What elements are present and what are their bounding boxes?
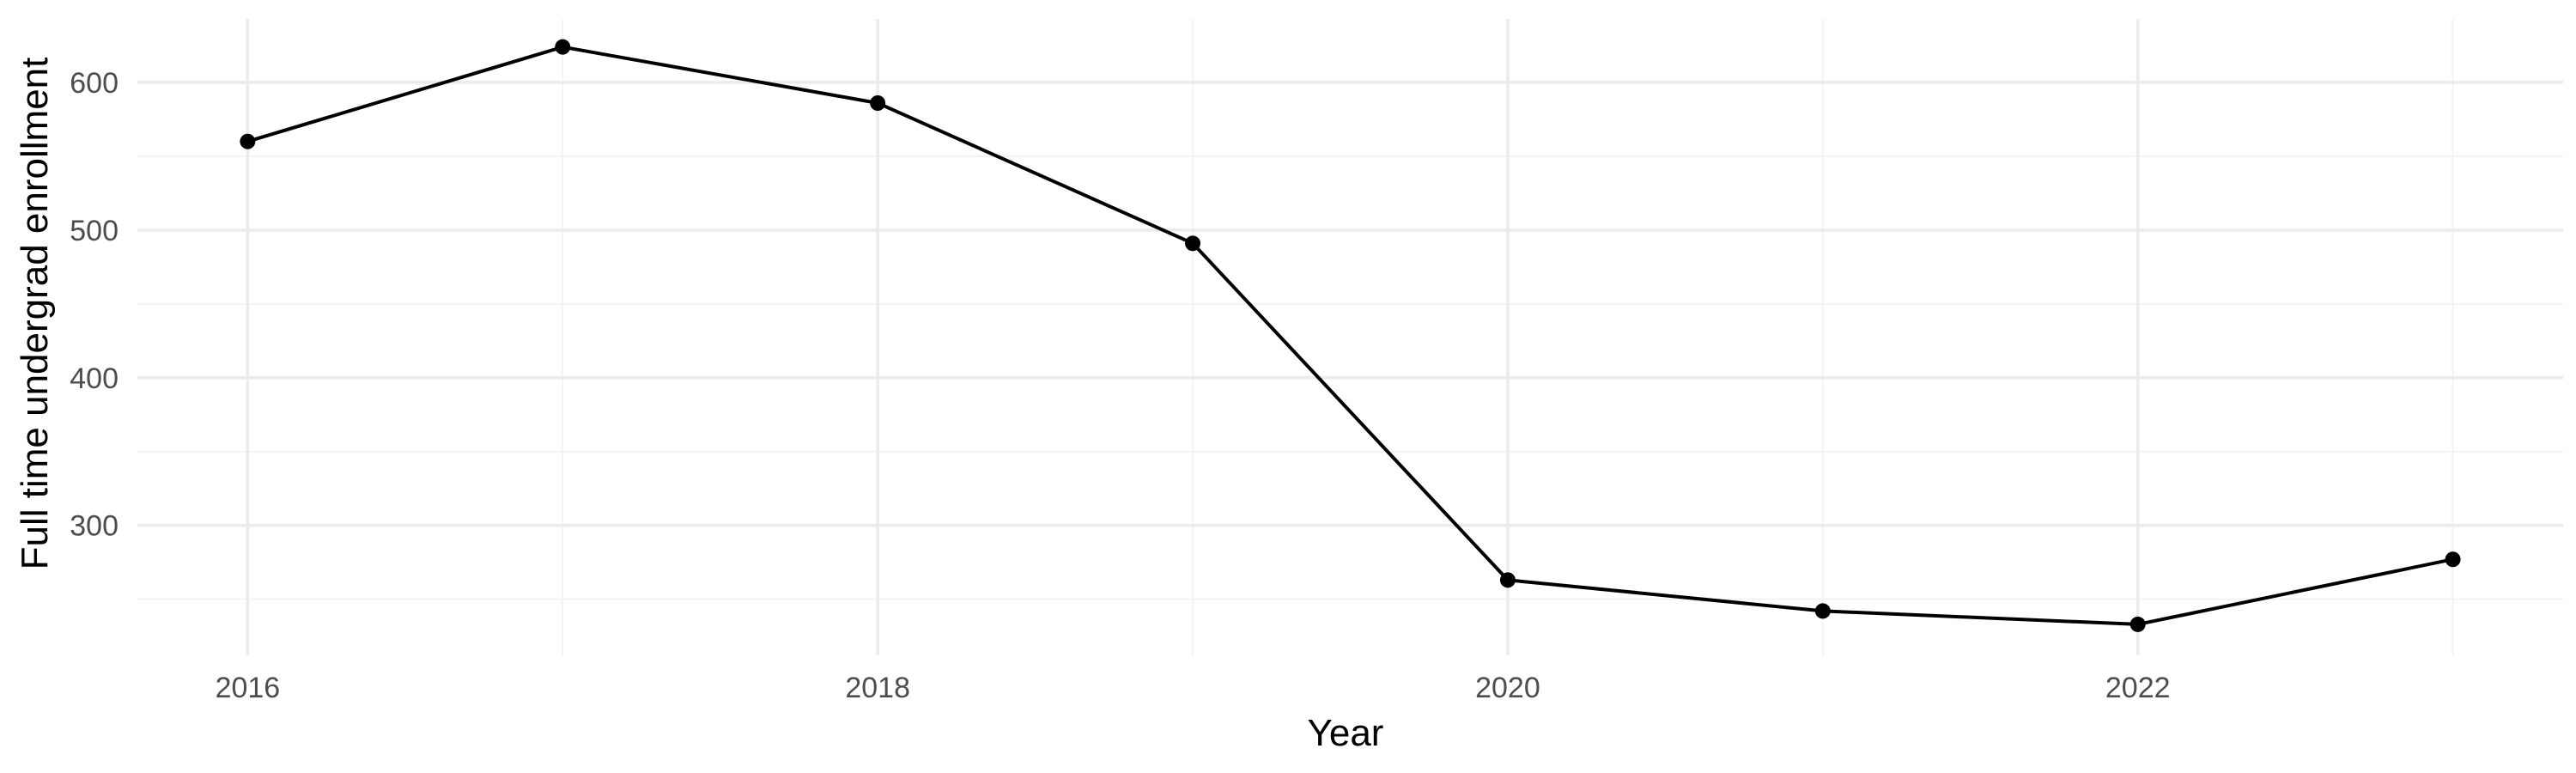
data-point bbox=[870, 94, 886, 111]
data-point bbox=[2129, 616, 2146, 632]
x-axis-title: Year bbox=[1308, 712, 1384, 754]
y-axis-title: Full time undergrad enrollment bbox=[14, 58, 56, 570]
x-tick-label: 2020 bbox=[1475, 672, 1540, 704]
data-point bbox=[2445, 551, 2461, 568]
y-tick-label: 400 bbox=[70, 362, 118, 395]
data-point bbox=[1499, 572, 1516, 588]
series-layer bbox=[240, 39, 2461, 632]
y-tick-label: 500 bbox=[70, 215, 118, 247]
data-point bbox=[1814, 603, 1831, 619]
y-tick-label: 600 bbox=[70, 67, 118, 100]
x-tick-label: 2018 bbox=[845, 672, 910, 704]
data-point bbox=[1185, 235, 1201, 252]
data-point bbox=[555, 39, 571, 55]
y-tick-label: 300 bbox=[70, 510, 118, 543]
x-tick-label: 2016 bbox=[216, 672, 281, 704]
data-point bbox=[240, 133, 256, 149]
x-tick-label: 2022 bbox=[2105, 672, 2171, 704]
grid-layer bbox=[137, 19, 2563, 655]
axis-layer: 2016 2018 2020 2022 300 400 500 600 bbox=[70, 67, 2170, 704]
series-line bbox=[246, 45, 2454, 626]
